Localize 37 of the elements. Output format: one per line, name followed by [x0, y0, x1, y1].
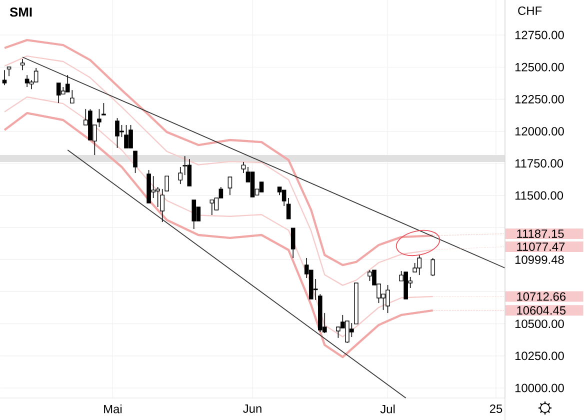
y-tick-label: 12500.00 [515, 62, 564, 72]
y-tick-label: 12750.00 [515, 30, 564, 40]
data-label: 11187.15 [517, 229, 564, 238]
y-tick-label: 10000.00 [515, 384, 564, 392]
x-tick-label: Jun [243, 404, 262, 413]
data-label: 11077.47 [517, 242, 565, 251]
chart-title: SMI [10, 8, 32, 17]
candlestick [241, 162, 246, 174]
candlestick [6, 66, 12, 77]
candlestick [192, 200, 196, 230]
candlestick [178, 166, 183, 184]
data-label: 10604.45 [517, 306, 566, 315]
y-tick-label: 11750.00 [515, 159, 564, 168]
y-tick-label: 11500.00 [515, 191, 564, 200]
candlestick [282, 190, 286, 206]
candlestick [290, 228, 296, 258]
y-tick-label: 10250.00 [515, 352, 564, 360]
candlestick [164, 176, 169, 192]
candlestick [250, 172, 255, 198]
y-tick-label: 12250.00 [515, 94, 564, 104]
candlestick [210, 200, 214, 216]
x-tick-label: Jul [380, 404, 395, 414]
x-tick-label: 25 [490, 404, 502, 413]
candlestick [259, 182, 264, 192]
x-tick-label: Mai [104, 404, 122, 414]
y-tick-label: 10999.48 [515, 255, 564, 264]
candlestick [102, 102, 106, 116]
candlestick [24, 74, 30, 88]
y-axis-title: CHF [518, 6, 542, 15]
y-tick-label: 10500.00 [515, 320, 564, 328]
candlestick [354, 282, 358, 324]
candlestick [20, 58, 25, 70]
data-label: 10712.66 [517, 292, 566, 301]
candlestick [286, 198, 291, 220]
candlestick [228, 176, 232, 196]
y-tick-label: 12000.00 [515, 127, 564, 136]
candlestick [34, 68, 38, 82]
